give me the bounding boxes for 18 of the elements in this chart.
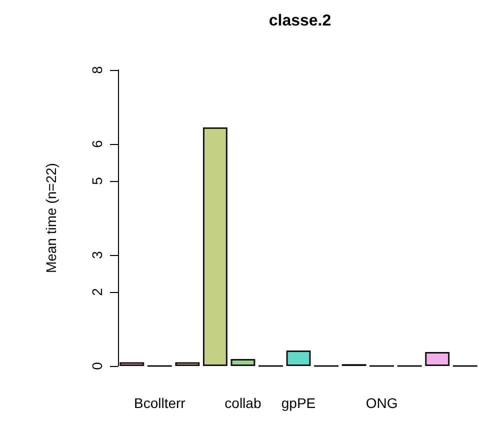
chart-title: classe.2 — [268, 12, 332, 30]
y-tick-label: 5 — [89, 176, 105, 185]
x-tick-label: ONG — [366, 395, 398, 411]
x-tick-label: collab — [224, 395, 262, 411]
bar — [202, 127, 228, 366]
y-tick-label: 0 — [89, 362, 105, 370]
x-tick-label: gpPE — [281, 395, 316, 411]
bar — [286, 350, 311, 366]
y-tick-label: 3 — [89, 250, 105, 259]
y-tick-label: 8 — [89, 66, 105, 74]
y-axis-title: Mean time (n=22) — [43, 162, 59, 274]
bar — [120, 362, 144, 366]
y-tick-label: 2 — [89, 288, 105, 296]
y-tick-label: 6 — [89, 140, 105, 148]
bar — [175, 362, 200, 366]
x-tick-label: Bcollterr — [134, 395, 186, 411]
bar — [425, 352, 450, 366]
bar — [230, 358, 256, 366]
